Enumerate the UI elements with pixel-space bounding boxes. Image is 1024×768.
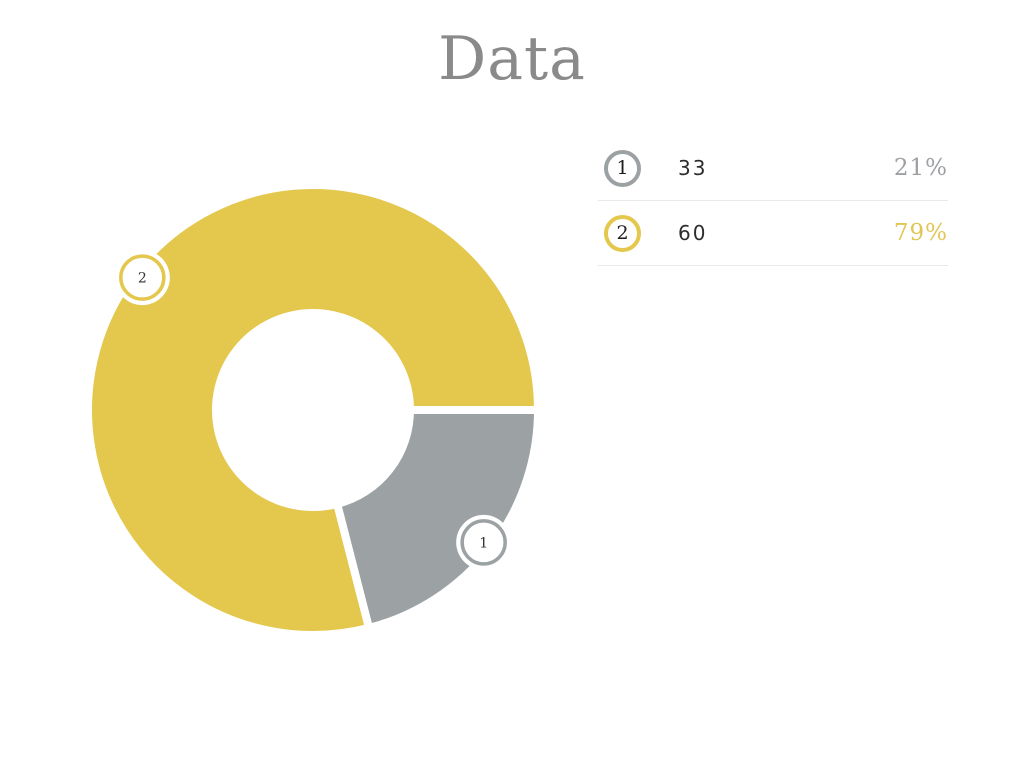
legend-marker-2-number: 2 <box>616 222 629 244</box>
donut-slice-2[interactable] <box>84 181 543 639</box>
donut-slice-1[interactable] <box>332 406 543 633</box>
slice-label-1[interactable]: 1 <box>456 514 512 570</box>
chart-legend: 1 33 21% 2 60 79% <box>598 136 948 266</box>
slice-label-text-2: 2 <box>138 271 147 287</box>
slice-label-2[interactable]: 2 <box>114 250 170 306</box>
legend-value-2: 60 <box>678 221 708 245</box>
legend-percent-2: 79% <box>893 220 948 246</box>
legend-marker-2-circle: 2 <box>604 214 641 252</box>
slice-label-text-1: 1 <box>479 535 488 551</box>
donut-chart-svg: 12 <box>84 181 543 639</box>
legend-percent-1: 21% <box>893 155 948 181</box>
legend-row-1[interactable]: 1 33 21% <box>598 136 948 201</box>
legend-marker-1-circle: 1 <box>604 149 641 187</box>
legend-value-1: 33 <box>678 156 708 180</box>
legend-marker-1-number: 1 <box>616 157 629 179</box>
legend-row-2[interactable]: 2 60 79% <box>598 201 948 266</box>
page-title: Data <box>438 24 586 94</box>
